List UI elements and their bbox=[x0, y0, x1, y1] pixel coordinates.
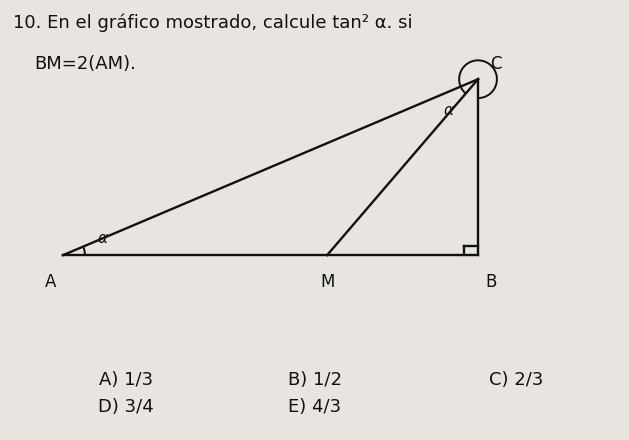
Text: C) 2/3: C) 2/3 bbox=[489, 371, 543, 389]
Text: α: α bbox=[97, 231, 108, 246]
Text: B) 1/2: B) 1/2 bbox=[287, 371, 342, 389]
Text: D) 3/4: D) 3/4 bbox=[98, 398, 153, 416]
Text: M: M bbox=[320, 273, 334, 291]
Text: E) 4/3: E) 4/3 bbox=[288, 398, 341, 416]
Text: A) 1/3: A) 1/3 bbox=[99, 371, 153, 389]
Text: A: A bbox=[45, 273, 56, 291]
Text: B: B bbox=[485, 273, 496, 291]
Text: C: C bbox=[491, 55, 502, 73]
Text: α: α bbox=[443, 103, 454, 118]
Text: BM=2(AM).: BM=2(AM). bbox=[35, 55, 136, 73]
Text: 10. En el gráfico mostrado, calcule tan² α. si: 10. En el gráfico mostrado, calcule tan²… bbox=[13, 13, 412, 32]
